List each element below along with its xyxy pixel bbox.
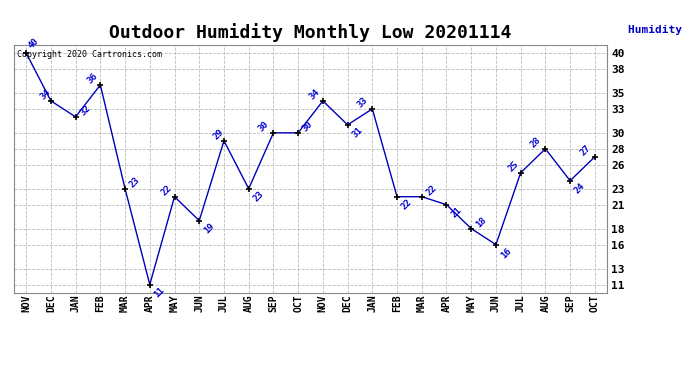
Text: Copyright 2020 Cartronics.com: Copyright 2020 Cartronics.com [17, 50, 161, 59]
Title: Outdoor Humidity Monthly Low 20201114: Outdoor Humidity Monthly Low 20201114 [109, 23, 512, 42]
Text: 21: 21 [449, 205, 463, 219]
Text: 40: 40 [26, 37, 40, 51]
Text: 22: 22 [424, 183, 439, 197]
Text: 11: 11 [152, 285, 166, 299]
Text: Humidity  (%): Humidity (%) [628, 25, 690, 35]
Text: 18: 18 [474, 215, 488, 229]
Text: 23: 23 [251, 189, 266, 203]
Text: 31: 31 [351, 125, 364, 140]
Text: 19: 19 [202, 221, 216, 235]
Text: 34: 34 [39, 87, 52, 102]
Text: 23: 23 [128, 176, 142, 189]
Text: 16: 16 [499, 246, 513, 261]
Text: 30: 30 [301, 120, 315, 134]
Text: 24: 24 [573, 181, 587, 195]
Text: 28: 28 [529, 135, 543, 149]
Text: 30: 30 [257, 120, 270, 134]
Text: 22: 22 [400, 197, 414, 211]
Text: 27: 27 [578, 143, 592, 158]
Text: 34: 34 [308, 87, 322, 102]
Text: 25: 25 [506, 159, 521, 173]
Text: 33: 33 [355, 96, 370, 109]
Text: 29: 29 [211, 128, 226, 141]
Text: 22: 22 [159, 183, 173, 197]
Text: 36: 36 [85, 72, 99, 86]
Text: 32: 32 [79, 104, 92, 117]
